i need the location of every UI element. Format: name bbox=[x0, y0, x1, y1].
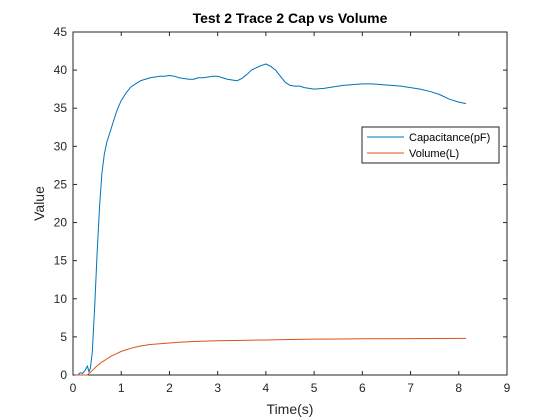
series-line-2 bbox=[75, 337, 467, 376]
y-tick-label: 35 bbox=[54, 101, 68, 115]
chart-title: Test 2 Trace 2 Cap vs Volume bbox=[193, 10, 388, 26]
y-tick-label: 20 bbox=[54, 216, 68, 230]
y-tick-label: 0 bbox=[60, 368, 67, 382]
x-tick-label: 4 bbox=[263, 381, 270, 395]
y-tick-label: 30 bbox=[54, 139, 68, 153]
series-line-1 bbox=[75, 63, 467, 376]
y-tick-label: 25 bbox=[54, 177, 68, 191]
axes-box bbox=[72, 31, 508, 376]
y-tick-label: 40 bbox=[54, 63, 68, 77]
x-tick-label: 0 bbox=[70, 381, 77, 395]
y-tick-label: 5 bbox=[60, 330, 67, 344]
legend: Capacitance(pF) Volume(L) bbox=[361, 126, 500, 164]
x-tick-label: 6 bbox=[359, 381, 366, 395]
legend-box bbox=[361, 126, 500, 164]
x-tick-label: 7 bbox=[407, 381, 414, 395]
x-tick-label: 2 bbox=[166, 381, 173, 395]
y-tick-label: 10 bbox=[54, 292, 68, 306]
x-tick-label: 3 bbox=[214, 381, 221, 395]
y-axis-label: Value bbox=[31, 186, 47, 221]
y-tick-label: 15 bbox=[54, 254, 68, 268]
x-tick-label: 5 bbox=[311, 381, 318, 395]
legend-label: Volume(L) bbox=[409, 148, 459, 160]
legend-label: Capacitance(pF) bbox=[409, 132, 490, 144]
x-axis-label: Time(s) bbox=[267, 401, 314, 417]
x-tick-label: 8 bbox=[455, 381, 462, 395]
y-tick-label: 45 bbox=[54, 25, 68, 39]
x-tick-label: 9 bbox=[504, 381, 511, 395]
x-tick-label: 1 bbox=[118, 381, 125, 395]
